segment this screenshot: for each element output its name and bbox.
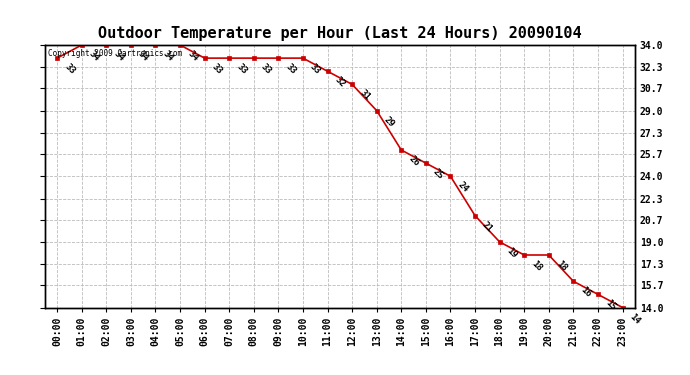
Text: 21: 21 — [480, 220, 495, 234]
Text: 34: 34 — [186, 49, 199, 63]
Text: 24: 24 — [456, 180, 470, 194]
Text: 29: 29 — [382, 115, 396, 129]
Text: 32: 32 — [333, 75, 347, 89]
Text: 34: 34 — [161, 49, 175, 63]
Text: 33: 33 — [284, 62, 298, 76]
Text: 19: 19 — [505, 246, 519, 260]
Text: 34: 34 — [112, 49, 126, 63]
Text: 33: 33 — [63, 62, 77, 76]
Title: Outdoor Temperature per Hour (Last 24 Hours) 20090104: Outdoor Temperature per Hour (Last 24 Ho… — [98, 26, 582, 41]
Text: Copyright 2009 Cartronics.com: Copyright 2009 Cartronics.com — [48, 49, 182, 58]
Text: 34: 34 — [137, 49, 150, 63]
Text: 18: 18 — [554, 259, 569, 273]
Text: 18: 18 — [530, 259, 544, 273]
Text: 15: 15 — [604, 298, 618, 312]
Text: 33: 33 — [308, 62, 322, 76]
Text: 26: 26 — [407, 154, 421, 168]
Text: 33: 33 — [235, 62, 248, 76]
Text: 31: 31 — [357, 88, 372, 102]
Text: 34: 34 — [87, 49, 101, 63]
Text: 33: 33 — [259, 62, 273, 76]
Text: 14: 14 — [628, 312, 642, 326]
Text: 16: 16 — [579, 285, 593, 299]
Text: 33: 33 — [210, 62, 224, 76]
Text: 25: 25 — [431, 167, 445, 181]
